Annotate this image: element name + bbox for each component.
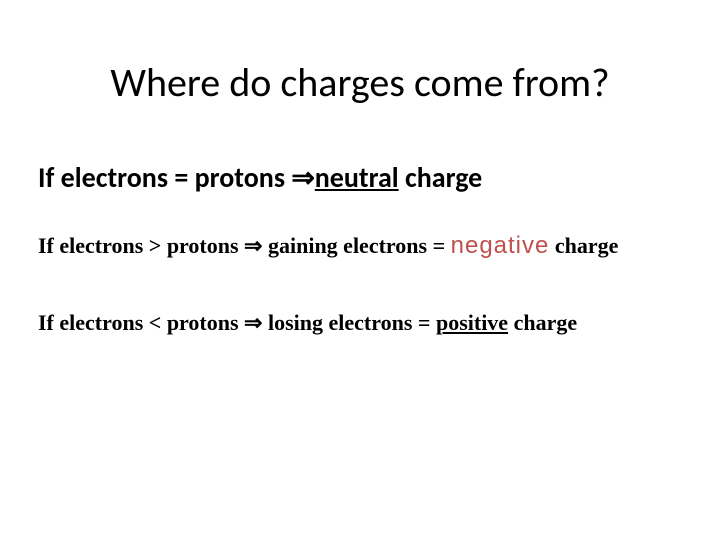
line3-prefix: If electrons < protons (38, 310, 244, 335)
line2-prefix: If electrons > protons (38, 233, 244, 258)
line3-suffix: charge (508, 310, 577, 335)
slide: Where do charges come from? If electrons… (0, 0, 720, 540)
line1-prefix: If electrons = protons (38, 160, 291, 195)
negative-word: negative (451, 232, 550, 259)
neutral-word: neutral (315, 160, 399, 195)
line2-mid: gaining electrons = (262, 233, 450, 258)
arrow-icon: ⇒ (244, 233, 262, 258)
line3-mid: losing electrons = (262, 310, 435, 335)
rule-neutral: If electrons = protons ⇒neutral charge (38, 160, 482, 195)
slide-title: Where do charges come from? (0, 58, 720, 107)
line1-suffix: charge (399, 160, 483, 195)
rule-negative: If electrons > protons ⇒ gaining electro… (38, 232, 618, 260)
line2-suffix: charge (549, 233, 618, 258)
positive-word: positive (436, 310, 508, 335)
arrow-icon: ⇒ (244, 310, 262, 335)
rule-positive: If electrons < protons ⇒ losing electron… (38, 310, 577, 336)
arrow-icon: ⇒ (291, 162, 314, 193)
